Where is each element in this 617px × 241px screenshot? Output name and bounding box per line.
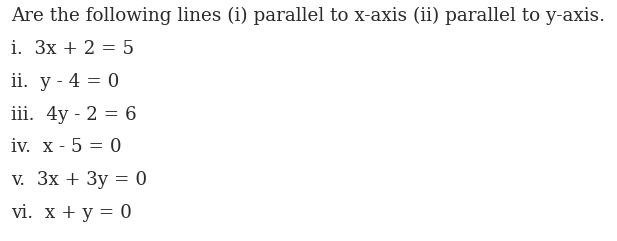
Text: ii.  y - 4 = 0: ii. y - 4 = 0 [11, 73, 120, 91]
Text: vi.  x + y = 0: vi. x + y = 0 [11, 204, 132, 222]
Text: Are the following lines (i) parallel to x-axis (ii) parallel to y-axis.: Are the following lines (i) parallel to … [11, 7, 605, 26]
Text: v.  3x + 3y = 0: v. 3x + 3y = 0 [11, 171, 147, 189]
Text: i.  3x + 2 = 5: i. 3x + 2 = 5 [11, 40, 135, 58]
Text: iv.  x - 5 = 0: iv. x - 5 = 0 [11, 138, 122, 156]
Text: iii.  4y - 2 = 6: iii. 4y - 2 = 6 [11, 106, 137, 124]
